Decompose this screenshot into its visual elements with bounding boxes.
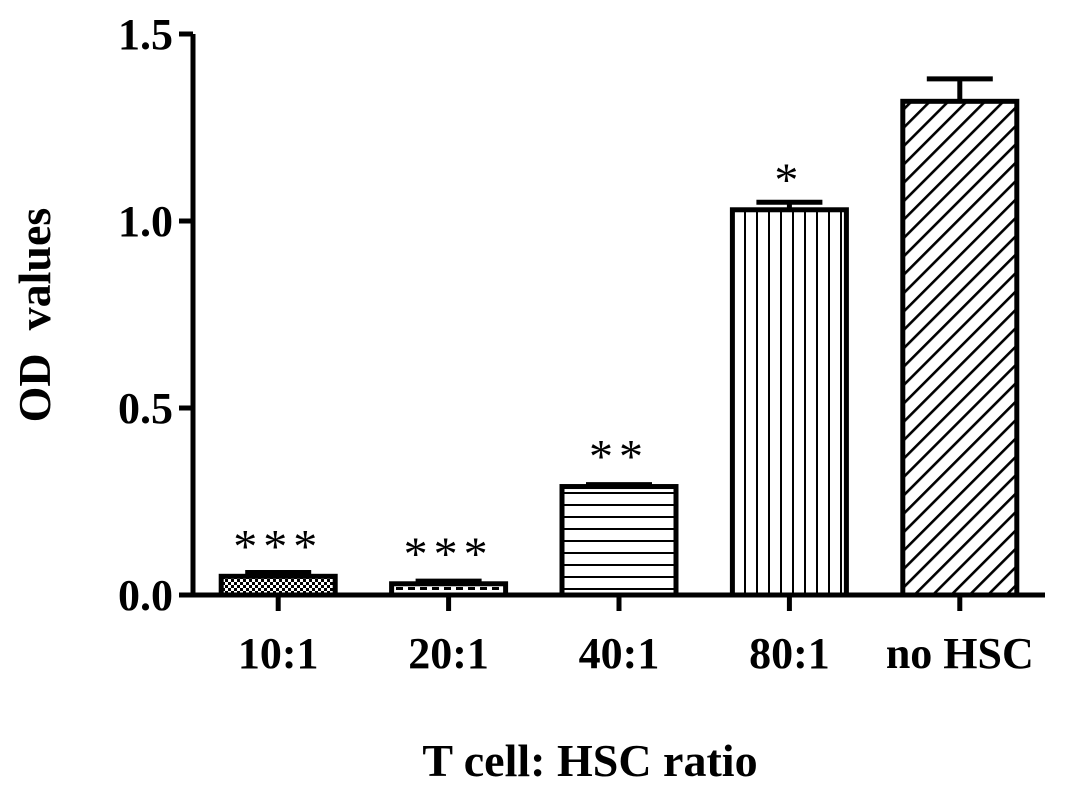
bar [729,207,849,598]
x-tick-label: 40:1 [579,629,660,678]
x-tick-label: no HSC [886,629,1034,678]
x-tick-label: 10:1 [238,629,319,678]
x-tick-label: 80:1 [749,629,830,678]
y-axis-title: OD values [9,208,60,423]
x-axis-title: T cell: HSC ratio [422,735,757,786]
y-ticks: 0.0 0.5 1.0 1.5 [118,10,193,620]
x-tick-label: 20:1 [408,629,489,678]
significance-marker: * [774,154,804,207]
bar [900,98,1020,598]
bar [218,573,338,598]
y-tick-label: 0.0 [118,571,173,620]
y-tick-label: 1.5 [118,10,173,59]
significance-marker: *** [404,528,494,581]
bars: *** ****** [218,76,1020,598]
x-tick-labels: 10:1 20:1 40:1 80:1 no HSC [238,595,1034,678]
y-tick-label: 0.5 [118,384,173,433]
y-tick-label: 1.0 [118,197,173,246]
bar [559,484,679,598]
significance-marker: *** [233,520,323,573]
significance-marker: ** [589,431,649,484]
bar [389,581,509,598]
